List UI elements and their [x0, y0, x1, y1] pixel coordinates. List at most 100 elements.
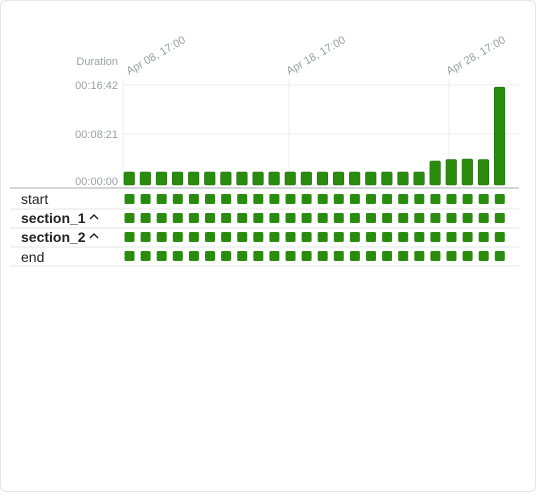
status-square[interactable] [366, 194, 376, 204]
status-square[interactable] [140, 232, 151, 242]
status-square[interactable] [124, 251, 135, 261]
status-square[interactable] [156, 232, 167, 242]
status-square[interactable] [430, 251, 441, 261]
status-square[interactable] [188, 194, 199, 204]
status-square[interactable] [430, 232, 441, 242]
status-square[interactable] [366, 251, 376, 261]
status-square[interactable] [414, 194, 425, 204]
status-square[interactable] [188, 251, 199, 261]
status-square[interactable] [398, 232, 409, 242]
duration-bar[interactable] [445, 159, 457, 186]
row-section-2[interactable]: section_2 [21, 229, 99, 245]
status-square[interactable] [156, 213, 167, 223]
status-square[interactable] [382, 251, 393, 261]
chevron-up-icon[interactable] [89, 214, 99, 220]
status-square[interactable] [237, 232, 248, 242]
status-square[interactable] [301, 251, 312, 261]
chevron-up-icon[interactable] [89, 233, 99, 239]
status-square[interactable] [349, 251, 360, 261]
status-square[interactable] [172, 194, 183, 204]
status-square[interactable] [140, 194, 151, 204]
duration-bar[interactable] [477, 159, 490, 186]
status-square[interactable] [317, 194, 328, 204]
status-square[interactable] [366, 232, 376, 242]
status-square[interactable] [140, 213, 151, 223]
status-square[interactable] [269, 213, 280, 223]
duration-bar[interactable] [139, 171, 151, 186]
duration-bar[interactable] [429, 160, 441, 186]
duration-bar[interactable] [300, 171, 312, 186]
status-square[interactable] [205, 194, 215, 204]
status-square[interactable] [301, 194, 312, 204]
status-square[interactable] [124, 232, 135, 242]
status-square[interactable] [349, 213, 360, 223]
duration-bar[interactable] [284, 171, 296, 186]
status-square[interactable] [317, 232, 328, 242]
status-square[interactable] [382, 213, 393, 223]
duration-bar[interactable] [123, 171, 135, 186]
status-square[interactable] [382, 232, 393, 242]
duration-bar[interactable] [381, 171, 393, 186]
status-square[interactable] [349, 194, 360, 204]
status-square[interactable] [285, 251, 296, 261]
status-square[interactable] [446, 232, 457, 242]
status-square[interactable] [188, 232, 199, 242]
status-square[interactable] [478, 251, 489, 261]
duration-bar[interactable] [365, 171, 377, 186]
duration-bar[interactable] [493, 86, 506, 186]
status-square[interactable] [269, 194, 280, 204]
status-square[interactable] [333, 251, 344, 261]
status-square[interactable] [172, 251, 183, 261]
duration-bar[interactable] [204, 171, 216, 186]
status-square[interactable] [446, 213, 457, 223]
status-square[interactable] [285, 232, 296, 242]
status-square[interactable] [414, 251, 425, 261]
status-square[interactable] [156, 251, 167, 261]
status-square[interactable] [221, 232, 232, 242]
status-square[interactable] [221, 251, 232, 261]
status-square[interactable] [269, 232, 280, 242]
status-square[interactable] [366, 213, 376, 223]
status-square[interactable] [317, 213, 328, 223]
status-square[interactable] [494, 194, 505, 204]
row-label[interactable]: section_1 [21, 210, 86, 226]
status-square[interactable] [237, 213, 248, 223]
status-square[interactable] [494, 232, 505, 242]
status-square[interactable] [430, 213, 441, 223]
status-square[interactable] [494, 251, 505, 261]
status-square[interactable] [333, 232, 344, 242]
status-square[interactable] [253, 194, 264, 204]
status-square[interactable] [269, 251, 280, 261]
status-square[interactable] [205, 251, 215, 261]
status-square[interactable] [382, 194, 393, 204]
status-square[interactable] [462, 232, 473, 242]
status-square[interactable] [221, 213, 232, 223]
duration-bar[interactable] [316, 171, 329, 186]
duration-bar[interactable] [236, 171, 248, 186]
status-square[interactable] [414, 232, 425, 242]
status-square[interactable] [446, 194, 457, 204]
duration-bar[interactable] [188, 171, 200, 186]
duration-bar[interactable] [397, 171, 409, 186]
status-square[interactable] [285, 194, 296, 204]
status-square[interactable] [462, 194, 473, 204]
status-square[interactable] [237, 194, 248, 204]
duration-bar[interactable] [155, 171, 167, 186]
status-square[interactable] [349, 232, 360, 242]
status-square[interactable] [237, 251, 248, 261]
status-square[interactable] [253, 251, 264, 261]
status-square[interactable] [462, 213, 473, 223]
duration-bar[interactable] [332, 171, 345, 186]
status-square[interactable] [494, 213, 505, 223]
status-square[interactable] [317, 251, 328, 261]
duration-bar[interactable] [172, 171, 184, 186]
status-square[interactable] [172, 232, 183, 242]
status-square[interactable] [285, 213, 296, 223]
status-square[interactable] [333, 194, 344, 204]
row-label[interactable]: section_2 [21, 229, 86, 245]
status-square[interactable] [478, 194, 489, 204]
status-square[interactable] [414, 213, 425, 223]
duration-bar[interactable] [252, 171, 264, 186]
status-square[interactable] [205, 232, 215, 242]
status-square[interactable] [253, 213, 264, 223]
